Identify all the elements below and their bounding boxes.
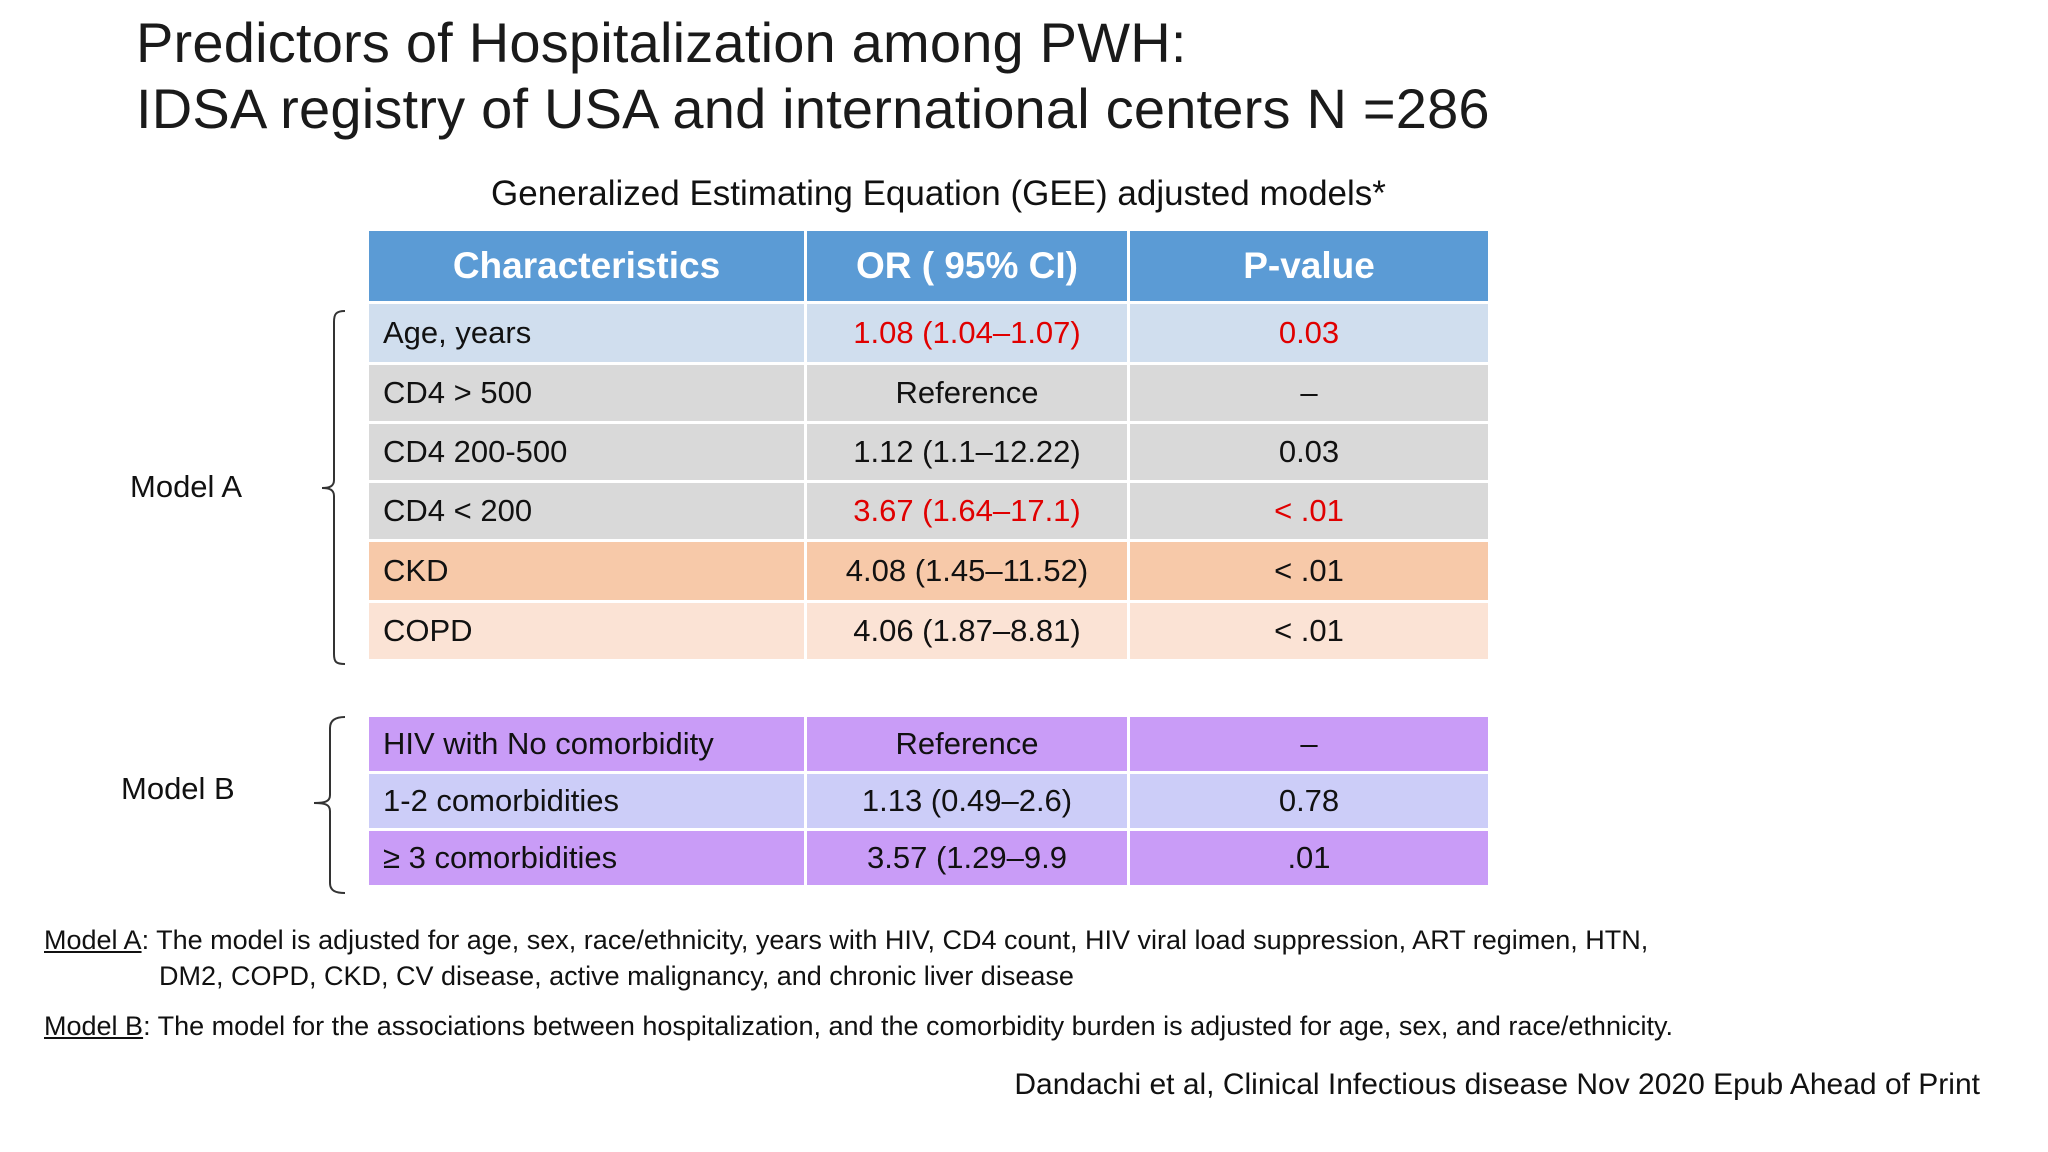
- model-a-footnote-text-2: DM2, COPD, CKD, CV disease, active malig…: [159, 961, 1074, 991]
- cell-p-value: 0.78: [1127, 771, 1491, 831]
- cell-or-ci: 4.08 (1.45–11.52): [804, 539, 1130, 603]
- header-characteristics: Characteristics: [366, 228, 807, 304]
- cell-characteristic: HIV with No comorbidity: [366, 714, 807, 774]
- gee-results-table: Characteristics OR ( 95% CI) P-value Age…: [366, 228, 1491, 888]
- cell-characteristic: Age, years: [366, 301, 807, 365]
- table-row-age: Age, years 1.08 (1.04–1.07) 0.03: [366, 301, 1491, 365]
- table-subtitle-text: Generalized Estimating Equation (GEE) ad…: [491, 174, 1386, 213]
- model-a-footnote: Model A: The model is adjusted for age, …: [44, 922, 1648, 994]
- model-b-footnote: Model B: The model for the associations …: [44, 1008, 1673, 1044]
- cell-or-ci: Reference: [804, 362, 1130, 424]
- cell-characteristic: CKD: [366, 539, 807, 603]
- model-a-footnote-text: : The model is adjusted for age, sex, ra…: [141, 925, 1649, 955]
- cell-p-value: 0.03: [1127, 301, 1491, 365]
- model-a-bracket: [321, 310, 346, 665]
- table-row-cd4-under-200: CD4 < 200 3.67 (1.64–17.1) < .01: [366, 480, 1491, 542]
- cell-or-ci: 1.13 (0.49–2.6): [804, 771, 1130, 831]
- title-line-1: Predictors of Hospitalization among PWH:: [136, 11, 1187, 74]
- slide-title: Predictors of Hospitalization among PWH:…: [136, 10, 1490, 142]
- model-b-label: Model B: [121, 771, 235, 806]
- header-or-ci: OR ( 95% CI): [804, 228, 1130, 304]
- table-row-cd4-over-500: CD4 > 500 Reference –: [366, 362, 1491, 424]
- cell-characteristic: 1-2 comorbidities: [366, 771, 807, 831]
- table-gap-row: [367, 660, 1490, 716]
- table-row-no-comorbidity: HIV with No comorbidity Reference –: [366, 714, 1491, 774]
- cell-or-ci: Reference: [804, 714, 1130, 774]
- table-row-copd: COPD 4.06 (1.87–8.81) < .01: [366, 600, 1491, 662]
- cell-characteristic: CD4 > 500: [366, 362, 807, 424]
- cell-p-value: 0.03: [1127, 421, 1491, 483]
- model-a-label: Model A: [130, 469, 243, 504]
- cell-or-ci: 3.67 (1.64–17.1): [804, 480, 1130, 542]
- model-b-footnote-text: : The model for the associations between…: [143, 1011, 1673, 1041]
- cell-characteristic: CD4 200-500: [366, 421, 807, 483]
- title-line-2: IDSA registry of USA and international c…: [136, 77, 1490, 140]
- cell-characteristic: ≥ 3 comorbidities: [366, 828, 807, 888]
- cell-characteristic: COPD: [366, 600, 807, 662]
- table-row-1-2-comorbidities: 1-2 comorbidities 1.13 (0.49–2.6) 0.78: [366, 771, 1491, 831]
- table-row-ckd: CKD 4.08 (1.45–11.52) < .01: [366, 539, 1491, 603]
- model-a-footnote-label: Model A: [44, 925, 142, 955]
- cell-p-value: < .01: [1127, 480, 1491, 542]
- cell-p-value: –: [1127, 362, 1491, 424]
- table-row-cd4-200-500: CD4 200-500 1.12 (1.1–12.22) 0.03: [366, 421, 1491, 483]
- model-b-footnote-label: Model B: [44, 1011, 144, 1041]
- table-subtitle: Generalized Estimating Equation (GEE) ad…: [366, 172, 1856, 216]
- citation: Dandachi et al, Clinical Infectious dise…: [1014, 1068, 1980, 1101]
- cell-p-value: < .01: [1127, 539, 1491, 603]
- cell-p-value: < .01: [1127, 600, 1491, 662]
- model-b-bracket: [313, 716, 346, 894]
- header-p-value: P-value: [1127, 228, 1491, 304]
- model-brackets: [313, 310, 346, 894]
- cell-or-ci: 3.57 (1.29–9.9: [804, 828, 1130, 888]
- cell-p-value: .01: [1127, 828, 1491, 888]
- table-row-3-plus-comorbidities: ≥ 3 comorbidities 3.57 (1.29–9.9 .01: [366, 828, 1491, 888]
- cell-or-ci: 4.06 (1.87–8.81): [804, 600, 1130, 662]
- cell-characteristic: CD4 < 200: [366, 480, 807, 542]
- cell-p-value: –: [1127, 714, 1491, 774]
- cell-or-ci: 1.12 (1.1–12.22): [804, 421, 1130, 483]
- table-header-row: Characteristics OR ( 95% CI) P-value: [366, 228, 1491, 304]
- cell-or-ci: 1.08 (1.04–1.07): [804, 301, 1130, 365]
